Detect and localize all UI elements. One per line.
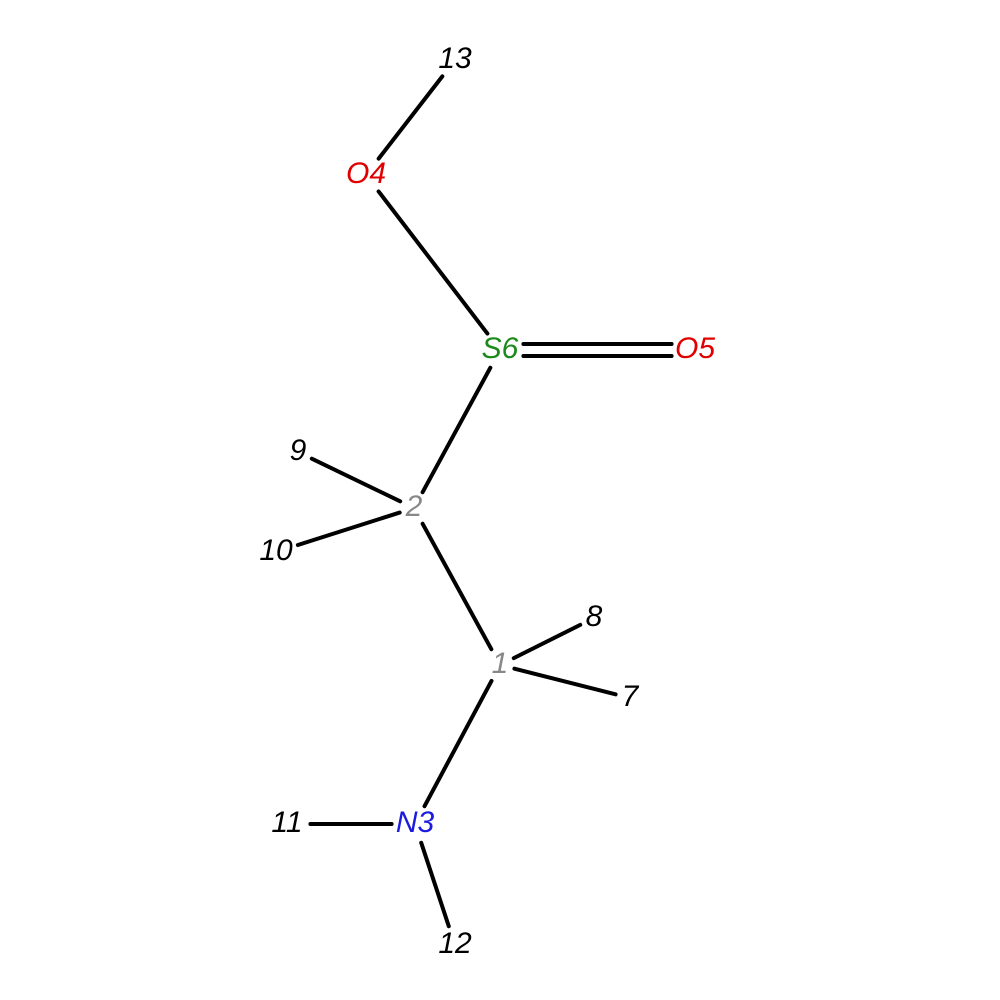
bond-single (421, 843, 449, 926)
atom-label: S6 (482, 332, 519, 365)
number-label: 12 (438, 927, 472, 960)
bond-single (312, 459, 400, 502)
atom-label: 1 (492, 647, 509, 680)
atom-label: N3 (396, 806, 435, 839)
number-label: 10 (259, 534, 293, 567)
bond-single (379, 191, 488, 333)
number-label: 11 (271, 806, 302, 839)
number-label: 7 (622, 680, 640, 713)
number-label: 8 (586, 600, 603, 633)
atom-label: O4 (346, 157, 386, 190)
atom-label: 2 (405, 490, 423, 523)
bond-single (423, 524, 492, 649)
bond-single (425, 681, 492, 806)
bond-single (379, 76, 443, 158)
number-label: 13 (438, 42, 472, 75)
bond-single (514, 669, 615, 695)
bond-single (423, 368, 491, 492)
number-label: 9 (290, 434, 307, 467)
atom-label: O5 (675, 332, 715, 365)
bond-single (514, 625, 580, 658)
molecular-diagram: 13 O4 S6 O5 9 2 10 8 1 7 11 N3 12 (0, 0, 1000, 1000)
bond-single (298, 513, 400, 545)
bonds-group (298, 76, 672, 926)
